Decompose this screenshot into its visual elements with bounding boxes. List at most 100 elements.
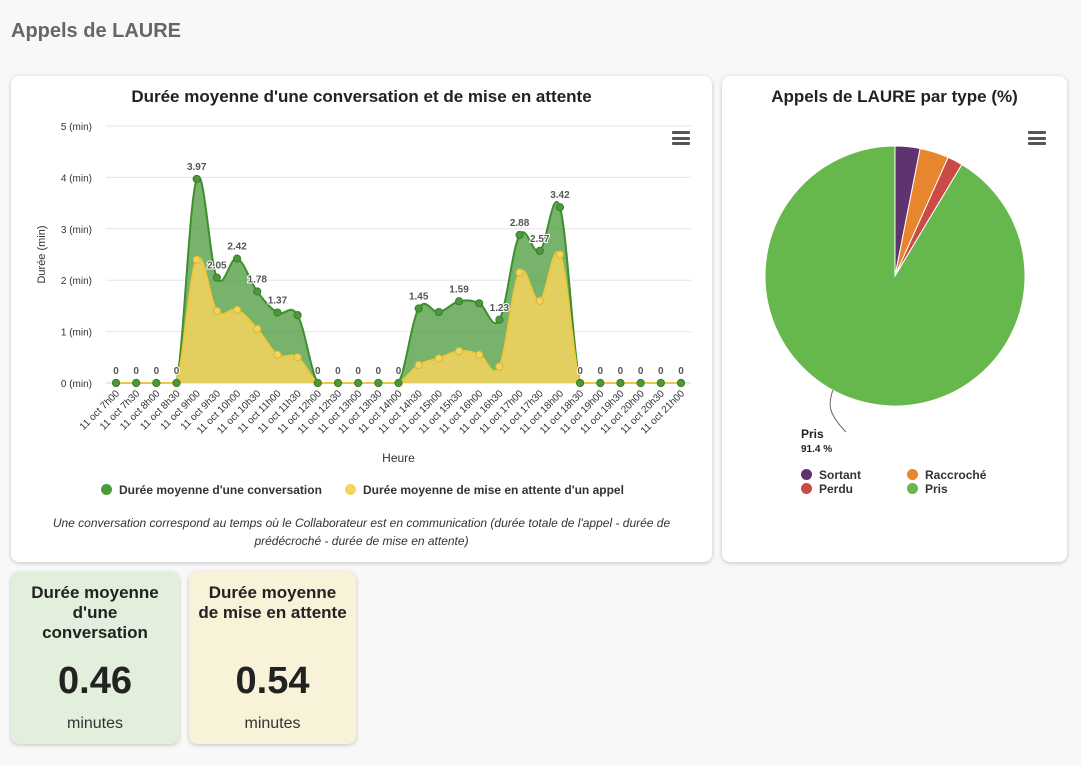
data-point-attente[interactable] (273, 350, 282, 359)
pie-chart-menu-icon[interactable] (1028, 131, 1046, 145)
data-point-conversation[interactable] (434, 307, 443, 317)
data-point-conversation[interactable] (273, 308, 282, 317)
data-point-conversation[interactable] (535, 246, 544, 256)
kpi-conversation-card: Durée moyenne d'une conversation 0.46 mi… (11, 572, 179, 744)
data-point-conversation[interactable] (394, 378, 403, 388)
data-point-conversation[interactable] (576, 378, 585, 388)
data-label: 0 (315, 366, 321, 377)
pie-legend-raccroche[interactable]: Raccroché (907, 468, 986, 482)
data-point-attente[interactable] (293, 353, 302, 362)
data-point-conversation[interactable] (454, 297, 464, 306)
y-tick-label: 1 (min) (61, 328, 92, 339)
data-point-attente[interactable] (515, 268, 524, 277)
data-point-conversation[interactable] (192, 174, 201, 184)
kpi-attente-card: Durée moyenne de mise en attente 0.54 mi… (189, 572, 356, 744)
pie-legend-sortant[interactable]: Sortant (801, 468, 861, 482)
pie-chart-card: Appels de LAURE par type (%) Pris 91.4 % … (722, 76, 1067, 562)
kpi-attente-value: 0.54 (235, 660, 310, 702)
data-label: 3.97 (187, 162, 207, 173)
pie-legend-perdu[interactable]: Perdu (801, 482, 853, 496)
data-point-conversation[interactable] (495, 315, 504, 324)
data-point-attente[interactable] (253, 324, 262, 334)
data-point-conversation[interactable] (555, 203, 565, 212)
data-label: 0 (355, 366, 361, 377)
pie-callout-connector (829, 389, 847, 433)
data-label: 0 (133, 366, 139, 377)
data-point-conversation[interactable] (636, 378, 645, 388)
data-label: 0 (598, 366, 604, 377)
area-chart-card: Durée moyenne d'une conversation et de m… (11, 76, 712, 562)
data-point-conversation[interactable] (475, 299, 484, 308)
kpi-conversation-title: Durée moyenne d'une conversation (31, 583, 159, 642)
data-point-attente[interactable] (434, 354, 443, 363)
data-point-conversation[interactable] (333, 378, 343, 388)
y-tick-label: 0 (min) (61, 379, 92, 390)
data-label: 0 (154, 366, 160, 377)
y-tick-label: 2 (min) (61, 276, 92, 287)
area-legend-conversation[interactable]: Durée moyenne d'une conversation (101, 483, 322, 497)
data-label: 2.57 (530, 234, 550, 245)
data-point-conversation[interactable] (152, 378, 161, 388)
kpi-conversation-unit: minutes (66, 715, 124, 732)
pie-legend-pris[interactable]: Pris (907, 482, 948, 496)
data-label: 1.59 (449, 284, 469, 295)
pie-chart-plot: Pris 91.4 % (764, 145, 1026, 455)
legend-label-attente: Durée moyenne de mise en attente d'un ap… (363, 483, 624, 497)
data-label: 2.05 (207, 261, 227, 272)
legend-dot-raccroche (907, 469, 918, 480)
data-label: 1.37 (268, 296, 288, 307)
legend-dot-conversation (101, 484, 112, 495)
legend-label-conversation: Durée moyenne d'une conversation (119, 483, 322, 497)
data-point-conversation[interactable] (676, 378, 686, 388)
kpi-attente-unit: minutes (244, 715, 301, 732)
data-point-attente[interactable] (454, 347, 464, 356)
data-point-conversation[interactable] (253, 287, 262, 296)
area-chart-title: Durée moyenne d'une conversation et de m… (131, 87, 592, 106)
data-point-conversation[interactable] (515, 230, 524, 240)
data-label: 1.78 (248, 275, 268, 286)
data-point-conversation[interactable] (374, 378, 383, 388)
data-point-attente[interactable] (495, 362, 504, 371)
data-point-conversation[interactable] (172, 378, 181, 388)
data-point-conversation[interactable] (293, 311, 302, 320)
data-point-conversation[interactable] (132, 378, 141, 388)
data-point-conversation[interactable] (414, 304, 423, 313)
data-point-conversation[interactable] (212, 273, 221, 282)
pie-slice-pris[interactable] (764, 145, 1026, 407)
data-point-attente[interactable] (535, 296, 544, 305)
legend-dot-attente (345, 484, 356, 495)
data-point-conversation[interactable] (656, 378, 665, 388)
data-point-conversation[interactable] (616, 378, 625, 388)
data-label: 0 (376, 366, 382, 377)
data-label: 0 (678, 366, 684, 377)
data-label: 2.42 (227, 242, 247, 253)
data-label: 0 (174, 366, 180, 377)
pie-callout-name: Pris (801, 427, 824, 441)
legend-dot-pris (907, 483, 918, 494)
area-legend-attente[interactable]: Durée moyenne de mise en attente d'un ap… (345, 483, 624, 497)
data-point-conversation[interactable] (313, 378, 322, 388)
data-label: 0 (638, 366, 644, 377)
data-point-conversation[interactable] (596, 378, 605, 388)
data-point-conversation[interactable] (111, 378, 121, 388)
data-point-conversation[interactable] (354, 378, 363, 388)
legend-label-pris: Pris (925, 482, 948, 496)
data-point-attente[interactable] (212, 306, 221, 316)
data-point-attente[interactable] (192, 255, 201, 264)
data-point-attente[interactable] (475, 350, 484, 359)
y-tick-label: 3 (min) (61, 225, 92, 236)
data-point-attente[interactable] (232, 305, 242, 315)
data-label: 1.23 (490, 303, 510, 314)
data-label: 2.88 (510, 218, 530, 229)
data-label: 1.45 (409, 291, 429, 302)
legend-label-perdu: Perdu (819, 482, 854, 496)
x-axis-title: Heure (382, 451, 415, 465)
data-label: 0 (335, 366, 341, 377)
pie-chart-title: Appels de LAURE par type (%) (771, 87, 1018, 106)
kpi-conversation-value: 0.46 (58, 660, 132, 702)
data-point-conversation[interactable] (232, 254, 242, 263)
data-point-attente[interactable] (414, 360, 423, 370)
area-chart-menu-icon[interactable] (672, 131, 690, 145)
data-point-attente[interactable] (555, 250, 565, 259)
legend-label-raccroche: Raccroché (925, 468, 987, 482)
